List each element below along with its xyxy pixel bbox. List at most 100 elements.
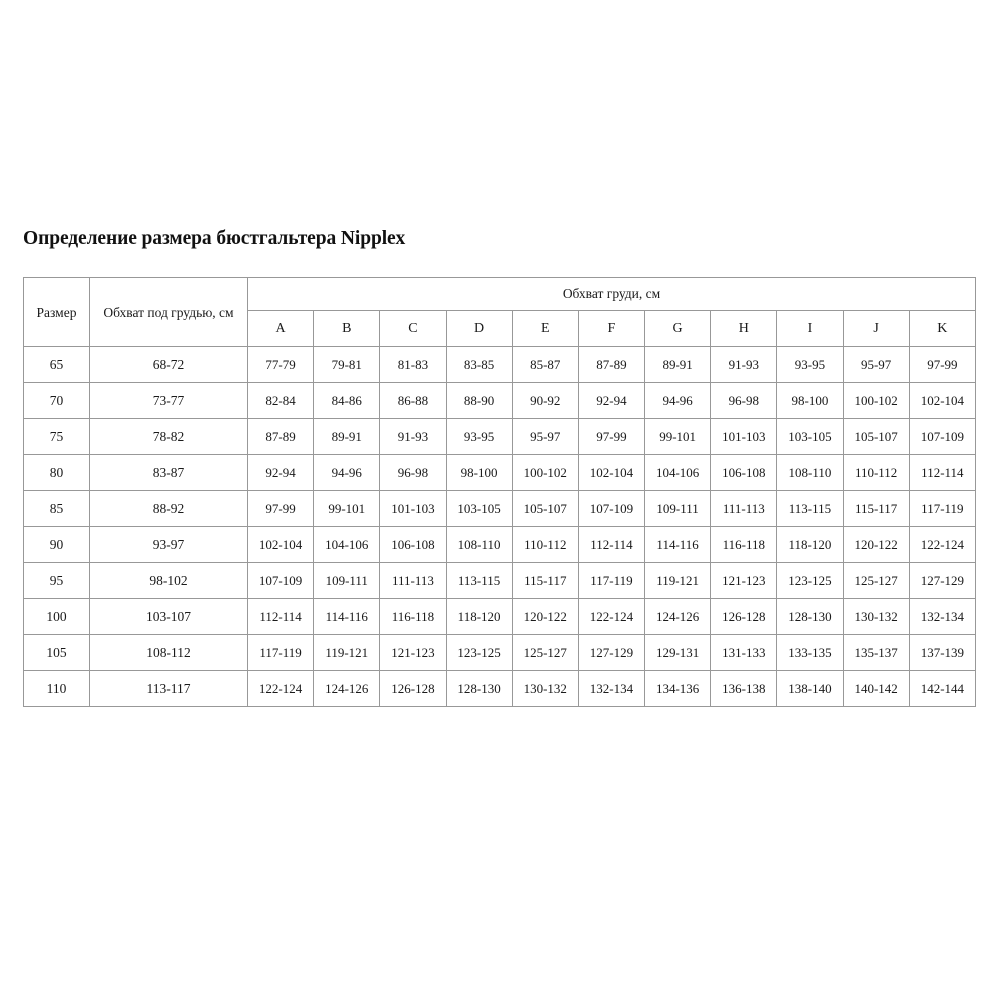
cell-bust-f: 87-89 xyxy=(577,346,646,383)
cell-bust-i: 128-130 xyxy=(776,598,844,635)
header-cup-c: C xyxy=(379,310,447,347)
cell-bust-b: 119-121 xyxy=(313,634,381,671)
cell-bust-g: 89-91 xyxy=(644,346,712,383)
header-cup-a: A xyxy=(246,310,315,347)
page-title: Определение размера бюстгальтера Nipplex xyxy=(23,228,406,249)
cell-bust-d: 98-100 xyxy=(445,454,513,491)
cell-bust-a: 117-119 xyxy=(246,634,315,671)
cell-size: 110 xyxy=(23,670,90,707)
table-header: Размер Обхват под грудью, см Обхват груд… xyxy=(23,277,977,347)
cell-size: 65 xyxy=(23,346,90,383)
cell-bust-a: 122-124 xyxy=(246,670,315,707)
cell-bust-f: 117-119 xyxy=(577,562,646,599)
cell-underbust: 98-102 xyxy=(89,562,248,599)
table-row: 65 68-72 77-79 79-81 81-83 83-85 85-87 87-89 89-… xyxy=(23,346,977,383)
table-row: 95 98-102 107-109 109-111 111-113 113-115 115-… xyxy=(23,562,977,599)
cell-bust-h: 121-123 xyxy=(710,562,778,599)
cell-bust-d: 123-125 xyxy=(445,634,513,671)
cell-bust-f: 112-114 xyxy=(577,526,646,563)
cell-bust-c: 126-128 xyxy=(379,670,447,707)
cell-bust-d: 118-120 xyxy=(445,598,513,635)
cell-bust-g: 129-131 xyxy=(644,634,712,671)
cell-bust-k: 132-134 xyxy=(908,598,977,635)
cell-bust-c: 121-123 xyxy=(379,634,447,671)
cell-bust-a: 97-99 xyxy=(246,490,315,527)
cell-underbust: 113-117 xyxy=(89,670,248,707)
cell-underbust: 68-72 xyxy=(89,346,248,383)
cell-bust-i: 98-100 xyxy=(776,382,844,419)
cell-bust-e: 120-122 xyxy=(511,598,579,635)
cell-bust-g: 119-121 xyxy=(644,562,712,599)
cell-bust-d: 113-115 xyxy=(445,562,513,599)
cell-bust-i: 118-120 xyxy=(776,526,844,563)
cell-bust-c: 101-103 xyxy=(379,490,447,527)
table-row: 80 83-87 92-94 94-96 96-98 98-100 100-102 102-1… xyxy=(23,454,977,491)
header-cup-k: K xyxy=(908,310,977,347)
cell-bust-e: 110-112 xyxy=(511,526,579,563)
cell-bust-e: 100-102 xyxy=(511,454,579,491)
cell-bust-i: 103-105 xyxy=(776,418,844,455)
cell-bust-k: 127-129 xyxy=(908,562,977,599)
cell-bust-k: 142-144 xyxy=(908,670,977,707)
cell-bust-b: 124-126 xyxy=(313,670,381,707)
cell-bust-a: 107-109 xyxy=(246,562,315,599)
cell-size: 80 xyxy=(23,454,90,491)
header-bust-span: Обхват груди, см xyxy=(247,277,976,311)
cell-bust-e: 130-132 xyxy=(511,670,579,707)
cell-size: 75 xyxy=(23,418,90,455)
header-cup-b: B xyxy=(313,310,381,347)
cell-bust-d: 128-130 xyxy=(445,670,513,707)
cell-bust-b: 89-91 xyxy=(313,418,381,455)
cell-bust-a: 87-89 xyxy=(246,418,315,455)
size-chart-container: Размер Обхват под грудью, см Обхват груд… xyxy=(23,277,977,707)
cell-bust-g: 109-111 xyxy=(644,490,712,527)
cell-bust-e: 85-87 xyxy=(511,346,579,383)
cell-bust-e: 90-92 xyxy=(511,382,579,419)
cell-bust-g: 99-101 xyxy=(644,418,712,455)
cell-bust-j: 95-97 xyxy=(842,346,910,383)
cell-bust-c: 91-93 xyxy=(379,418,447,455)
cell-bust-a: 102-104 xyxy=(246,526,315,563)
header-cup-i: I xyxy=(776,310,844,347)
cell-bust-i: 93-95 xyxy=(776,346,844,383)
cell-bust-h: 136-138 xyxy=(710,670,778,707)
cell-bust-b: 99-101 xyxy=(313,490,381,527)
cell-underbust: 83-87 xyxy=(89,454,248,491)
cell-bust-a: 82-84 xyxy=(246,382,315,419)
cell-bust-i: 113-115 xyxy=(776,490,844,527)
cell-bust-h: 96-98 xyxy=(710,382,778,419)
cell-bust-k: 112-114 xyxy=(908,454,977,491)
cell-size: 85 xyxy=(23,490,90,527)
header-row-top: Размер Обхват под грудью, см Обхват груд… xyxy=(23,277,976,347)
cell-bust-c: 81-83 xyxy=(379,346,447,383)
cell-size: 70 xyxy=(23,382,90,419)
cell-bust-f: 92-94 xyxy=(577,382,646,419)
cell-bust-f: 102-104 xyxy=(577,454,646,491)
cell-bust-b: 109-111 xyxy=(313,562,381,599)
cell-bust-f: 127-129 xyxy=(577,634,646,671)
table-row: 110 113-117 122-124 124-126 126-128 128-130 13… xyxy=(23,670,977,707)
cell-bust-e: 95-97 xyxy=(511,418,579,455)
cell-bust-i: 133-135 xyxy=(776,634,844,671)
table-row: 100 103-107 112-114 114-116 116-118 118-120 12… xyxy=(23,598,977,635)
cell-bust-j: 120-122 xyxy=(842,526,910,563)
cell-bust-h: 101-103 xyxy=(710,418,778,455)
cell-bust-c: 96-98 xyxy=(379,454,447,491)
cell-bust-a: 112-114 xyxy=(246,598,315,635)
cell-underbust: 108-112 xyxy=(89,634,248,671)
cell-bust-j: 140-142 xyxy=(842,670,910,707)
cell-bust-g: 134-136 xyxy=(644,670,712,707)
cell-bust-k: 137-139 xyxy=(908,634,977,671)
cell-bust-k: 117-119 xyxy=(908,490,977,527)
cell-bust-j: 110-112 xyxy=(842,454,910,491)
cell-bust-b: 84-86 xyxy=(313,382,381,419)
cell-size: 100 xyxy=(23,598,90,635)
cell-bust-h: 131-133 xyxy=(710,634,778,671)
cell-bust-f: 122-124 xyxy=(577,598,646,635)
cell-bust-g: 114-116 xyxy=(644,526,712,563)
cell-bust-b: 114-116 xyxy=(313,598,381,635)
bra-size-table: Размер Обхват под грудью, см Обхват груд… xyxy=(23,277,977,707)
cell-bust-j: 125-127 xyxy=(842,562,910,599)
